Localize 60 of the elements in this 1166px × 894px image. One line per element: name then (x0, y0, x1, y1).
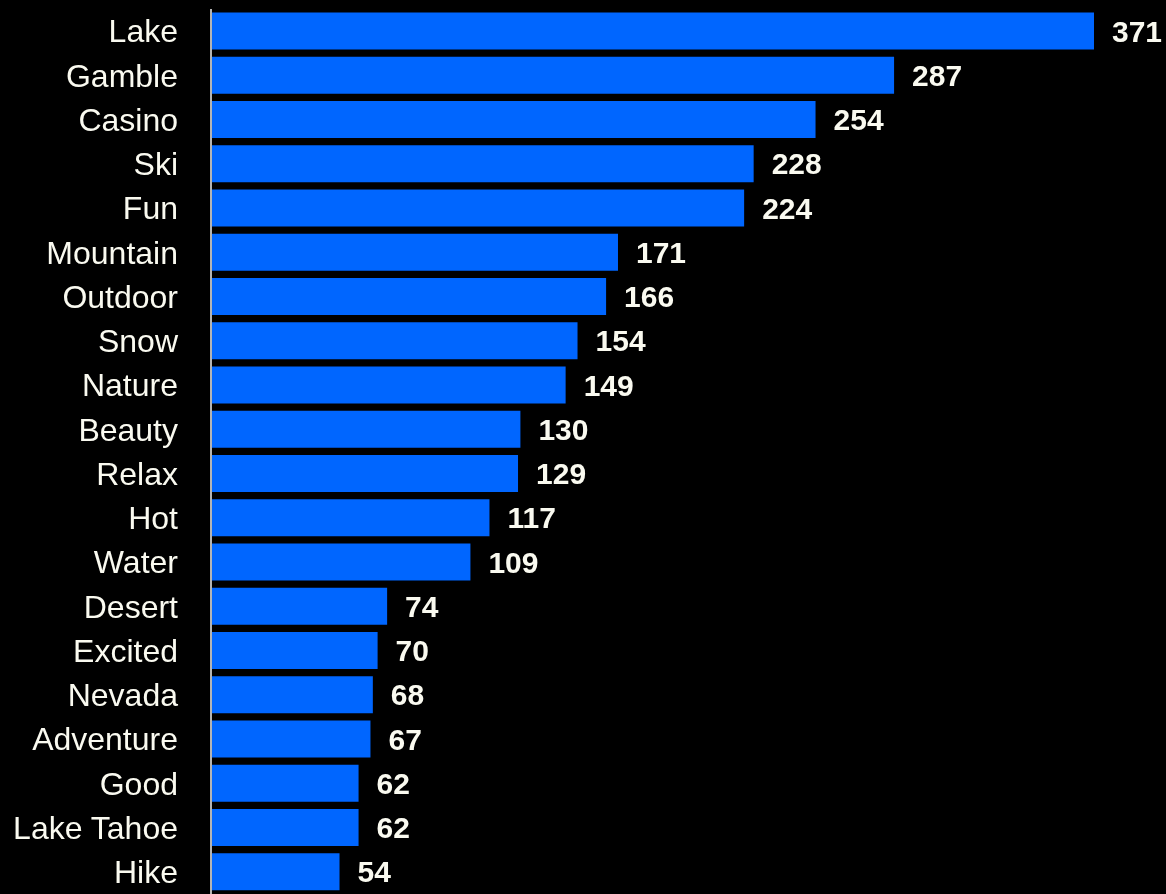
bar (211, 101, 816, 139)
y-tick-label: Outdoor (62, 278, 179, 315)
bar (211, 764, 359, 802)
data-label: 228 (771, 147, 822, 181)
data-label: 117 (507, 501, 556, 535)
data-label: 129 (536, 457, 587, 491)
y-tick-label: Casino (78, 101, 178, 138)
data-label: 287 (912, 58, 963, 92)
data-label: 70 (395, 634, 429, 668)
data-label: 68 (390, 678, 425, 712)
y-tick-label: Beauty (78, 411, 178, 448)
y-tick-label: Snow (97, 323, 179, 360)
data-label: 130 (538, 412, 589, 446)
data-label: 154 (595, 324, 646, 358)
bar (211, 809, 359, 847)
data-label: 371 (1112, 14, 1163, 48)
bar (211, 676, 373, 714)
data-label: 74 (405, 589, 439, 623)
y-tick-label: Gamble (65, 57, 178, 94)
bar (211, 366, 566, 404)
data-label: 166 (624, 280, 675, 314)
bar (211, 189, 745, 227)
bar (211, 410, 521, 448)
y-tick-label: Desert (83, 588, 179, 625)
y-tick-label: Lake Tahoe (13, 809, 178, 846)
bar (211, 853, 340, 891)
y-tick-label: Fun (122, 190, 178, 227)
y-tick-label: Lake (108, 13, 178, 50)
y-tick-label: Ski (133, 146, 178, 183)
data-label: 62 (376, 811, 410, 845)
y-tick-label: Nature (81, 367, 178, 404)
bar (211, 322, 578, 360)
y-tick-label: Relax (96, 455, 178, 492)
y-tick-label: Nevada (67, 677, 179, 714)
data-label: 67 (388, 722, 422, 756)
y-tick-label: Good (99, 765, 178, 802)
y-tick-label: Excited (73, 632, 178, 669)
data-label: 171 (635, 235, 687, 269)
data-label: 149 (583, 368, 634, 402)
y-tick-label: Water (93, 544, 179, 581)
data-label: 54 (357, 855, 392, 889)
y-tick-label: Hot (128, 500, 179, 537)
bar (211, 543, 471, 581)
y-tick-label: Adventure (32, 721, 178, 758)
y-tick-label: Hike (113, 854, 178, 891)
bar (211, 56, 895, 94)
bar (211, 233, 618, 271)
bar (211, 499, 490, 537)
data-label: 109 (488, 545, 539, 579)
bar (211, 720, 371, 758)
bar (211, 145, 754, 183)
bar (211, 587, 388, 625)
bar (211, 12, 1094, 50)
bar (211, 455, 519, 493)
bar (211, 632, 378, 670)
data-label: 62 (376, 766, 410, 800)
data-label: 224 (762, 191, 813, 225)
y-tick-label: Mountain (46, 234, 178, 271)
data-label: 254 (833, 103, 884, 137)
bar (211, 278, 607, 316)
